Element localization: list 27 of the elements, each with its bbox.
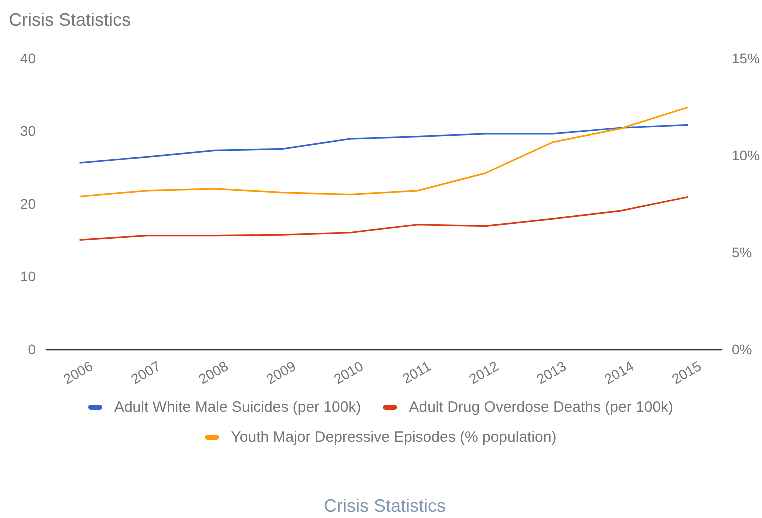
legend-label: Youth Major Depressive Episodes (% population) xyxy=(231,429,557,446)
x-tick-label: 2006 xyxy=(60,358,96,388)
x-tick-label: 2009 xyxy=(264,358,299,388)
chart-title: Crisis Statistics xyxy=(9,10,132,30)
y-tick-label: 40 xyxy=(20,50,36,66)
y-tick-label: 10 xyxy=(20,268,36,285)
line-series xyxy=(79,106,689,198)
x-tick-label: 2010 xyxy=(331,358,366,388)
legend-label: Adult Drug Overdose Deaths (per 100k) xyxy=(409,399,674,416)
y2-tick-label: 0% xyxy=(732,341,752,358)
legend-label: Adult White Male Suicides (per 100k) xyxy=(114,399,362,416)
x-tick-label: 2012 xyxy=(466,358,502,388)
line-series xyxy=(79,196,689,241)
y2-tick-label: 15% xyxy=(732,50,760,66)
y2-tick-label: 10% xyxy=(732,147,760,164)
text: Crisis Statistics xyxy=(324,496,446,516)
line-series xyxy=(79,124,689,164)
x-tick-label: 2011 xyxy=(400,358,434,387)
x-tick-label: 2007 xyxy=(128,358,164,388)
x-tick-label: 2008 xyxy=(196,358,232,388)
x-tick-label: 2015 xyxy=(669,358,704,388)
y2-tick-label: 5% xyxy=(732,244,752,260)
y-tick-label: 20 xyxy=(20,196,36,212)
y-tick-label: 30 xyxy=(20,123,36,140)
y-tick-label: 0 xyxy=(28,341,36,358)
x-tick-label: 2014 xyxy=(602,358,637,388)
x-tick-label: 2013 xyxy=(534,358,570,388)
